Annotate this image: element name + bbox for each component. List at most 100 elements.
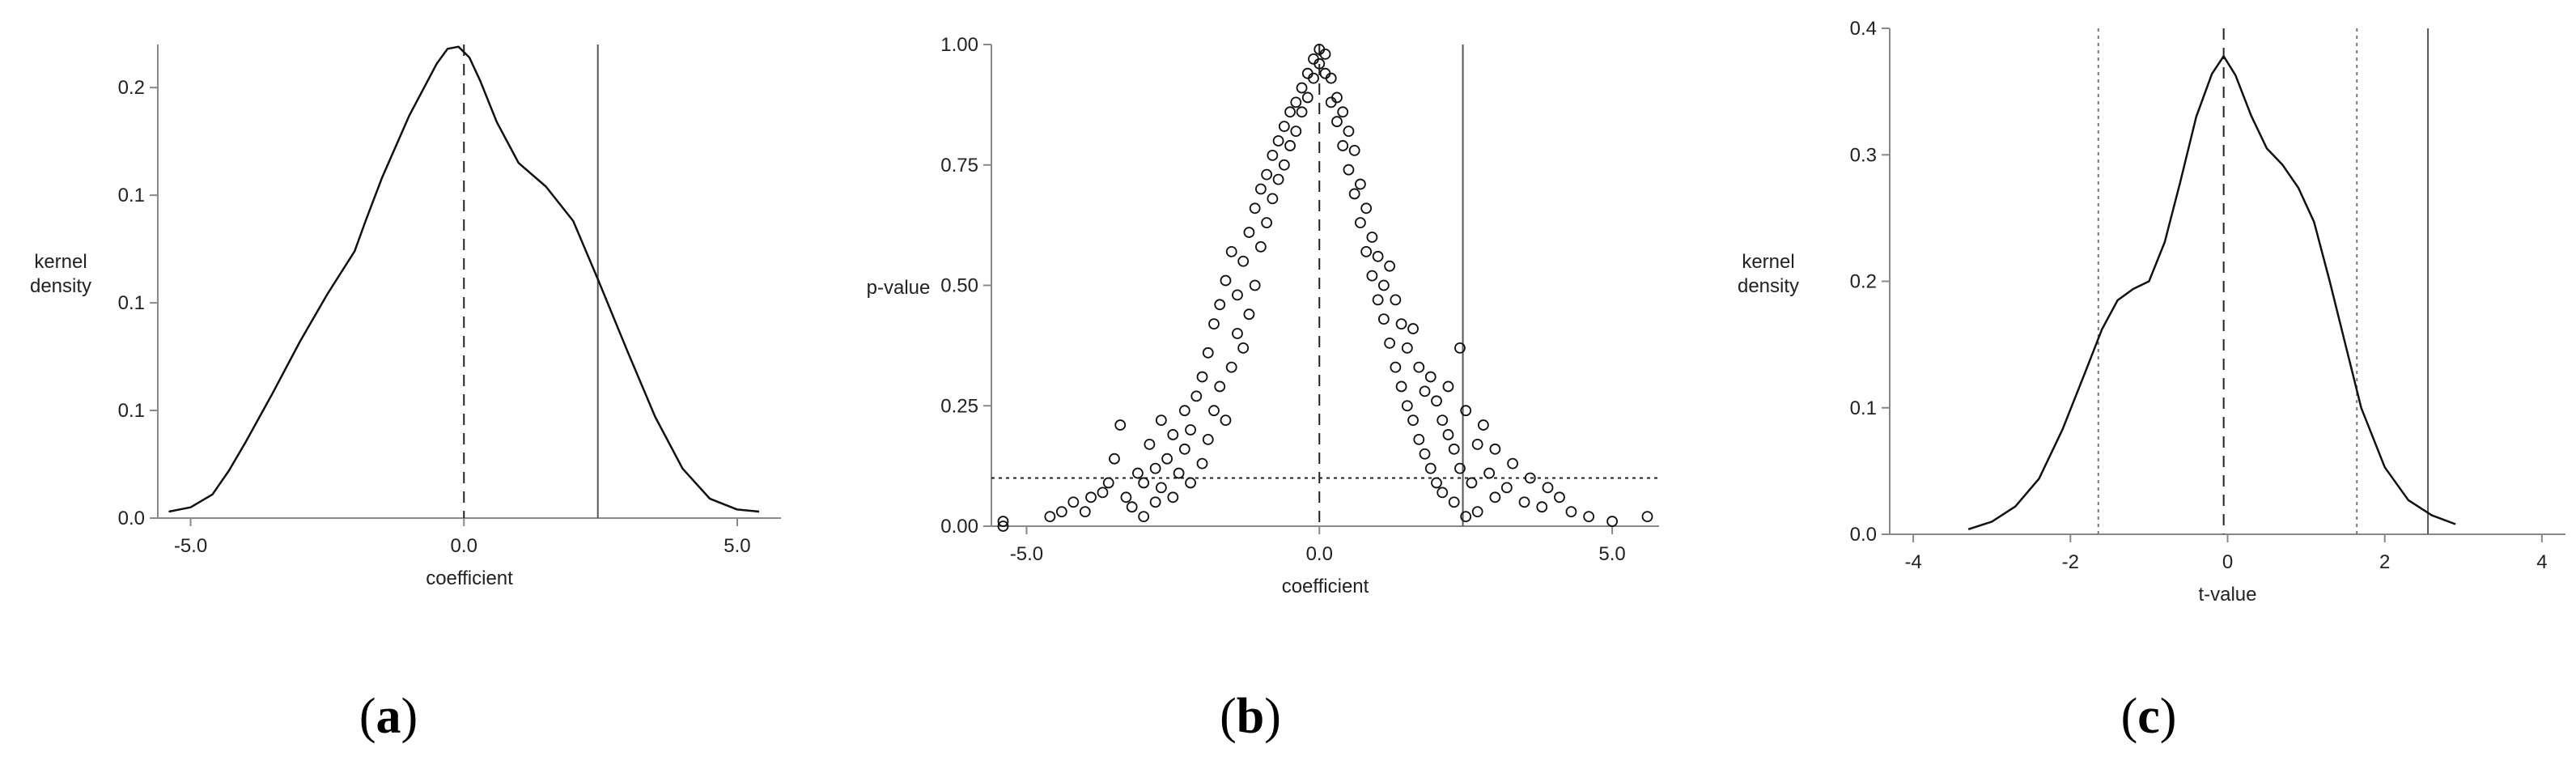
panel-a-y-tick-label: 0.2	[118, 77, 145, 99]
panel-b-scatter-point	[1500, 482, 1513, 494]
panel-a-x-tick-label: -5.0	[174, 535, 207, 557]
panel-c-y-tick-label: 0.4	[1850, 18, 1877, 40]
panel-b-y-axis-title: p-value	[867, 277, 931, 299]
panel-b-y-tick-label: 0.25	[940, 395, 978, 417]
panel-b-scatter-point	[1102, 477, 1114, 489]
panel-b-scatter-point	[1296, 106, 1308, 118]
panel-b-scatter-point	[1413, 361, 1425, 373]
panel-b-scatter-point	[1448, 496, 1460, 508]
panel-b-scatter-point	[1489, 491, 1501, 504]
panel-b-scatter-point	[1149, 496, 1161, 508]
panel-b-label: (b)	[1220, 689, 1281, 744]
panel-b-scatter-point	[1055, 506, 1067, 518]
panel-b-scatter-point	[1448, 443, 1460, 455]
panel-b-scatter-point	[1366, 232, 1378, 243]
panel-b-scatter-point	[1419, 448, 1431, 460]
panel-b-scatter-point	[1454, 342, 1466, 354]
panel-b-scatter-point	[1208, 318, 1220, 330]
panel-b-scatter-point	[1407, 414, 1419, 426]
panel-b-scatter-point	[1079, 506, 1091, 518]
panel-b-scatter-point	[1337, 106, 1349, 118]
panel-b-scatter-point	[1249, 279, 1261, 291]
panel-b-scatter-point	[997, 521, 1009, 532]
panel-b-scatter-point	[1290, 96, 1302, 108]
panel-b-scatter-point	[1237, 342, 1250, 354]
panel-b-scatter-point	[1372, 294, 1384, 306]
panel-b-scatter-point	[1401, 400, 1413, 412]
panel-b-scatter-point	[1178, 443, 1190, 455]
panel-b-scatter-point	[1214, 299, 1226, 311]
panel-a-label: (a)	[359, 689, 418, 744]
panel-b-scatter-point	[1208, 405, 1220, 417]
panel-b-scatter-point	[1518, 496, 1530, 508]
panel-b-scatter-point	[1178, 405, 1190, 417]
panel-c-x-tick-label: 4	[2536, 551, 2547, 573]
panel-b-scatter-point	[1132, 467, 1144, 479]
panel-b-scatter-point	[1138, 477, 1150, 489]
panel-b-scatter-point	[1284, 106, 1296, 118]
panel-b-scatter-point	[1144, 438, 1156, 450]
panel-a-x-tick-label: 0.0	[451, 535, 477, 557]
panel-b-scatter-point	[1390, 294, 1402, 306]
panel-b-scatter-point	[1319, 49, 1331, 60]
panel-b-scatter-point	[1348, 144, 1360, 156]
panel-b-y-tick-label: 0.75	[940, 155, 978, 176]
panel-b-scatter-point	[1477, 419, 1489, 431]
panel-b-scatter-point	[1261, 217, 1273, 229]
panel-b-y-tick-label: 0.50	[940, 275, 978, 297]
panel-b-scatter-point	[1641, 511, 1653, 522]
panel-b-x-tick-label: 0.0	[1306, 543, 1333, 565]
panel-b-scatter-point	[1442, 380, 1454, 393]
panel-b-scatter-point	[1067, 496, 1080, 508]
panel-b-y-tick-label: 0.00	[940, 516, 978, 538]
panel-b-scatter-point	[1296, 82, 1308, 94]
panel-b-scatter-point	[1249, 202, 1261, 215]
panel-a-density-curve	[168, 45, 760, 513]
panel-b-scatter-point	[1254, 183, 1267, 195]
panel-b-scatter-point	[1243, 308, 1255, 321]
panel-b-scatter-point	[1161, 453, 1173, 465]
panel-b-scatter-point	[1395, 318, 1407, 330]
panel-a-y-axis-title: kernel density	[30, 251, 91, 297]
panel-b-scatter-point	[1202, 346, 1214, 359]
panel-b-scatter-point	[1301, 91, 1313, 104]
panel-b-scatter-point	[1278, 159, 1290, 171]
panel-b-scatter-point	[1377, 313, 1390, 325]
panel-c-y-tick-label: 0.0	[1850, 524, 1877, 546]
panel-b-scatter-point	[1554, 491, 1565, 504]
panel-b-scatter-point	[997, 516, 1009, 527]
panel-b-scatter-point	[1149, 462, 1161, 474]
panel-c-x-axis-title: t-value	[2198, 584, 2256, 606]
panel-b-scatter-point	[1290, 125, 1302, 138]
panel-b-scatter-point	[1419, 385, 1431, 397]
panel-b-scatter-point	[1460, 405, 1472, 417]
panel-a-x-axis-title: coefficient	[426, 567, 513, 589]
panel-b-scatter-point	[1167, 429, 1179, 440]
panel-c-density-curve	[1967, 55, 2456, 530]
panel-b-scatter-point	[1325, 72, 1337, 84]
panel-b-scatter-point	[1565, 506, 1577, 518]
panel-b-scatter-point	[1267, 193, 1279, 205]
panel-b-scatter-point	[1471, 438, 1483, 450]
panel-b-scatter-point	[1489, 443, 1501, 455]
panel-b-scatter-point	[1466, 477, 1478, 489]
panel-a-x-tick-label: 5.0	[724, 535, 750, 557]
panel-b-x-tick-label: 5.0	[1598, 543, 1625, 565]
panel-b-scatter-point	[1437, 414, 1449, 426]
panel-c-y-axis-title: kernel density	[1738, 251, 1799, 297]
panel-b-scatter-point	[1190, 390, 1203, 402]
panel-b-scatter-point	[1384, 337, 1396, 349]
panel-b-scatter-point	[1360, 202, 1373, 215]
panel-b-scatter-point	[1442, 429, 1454, 440]
panel-a-y-tick-label: 0.1	[118, 185, 145, 206]
panel-b-scatter-point	[1155, 414, 1167, 426]
panel-b-scatter-point	[1272, 135, 1284, 147]
panel-b-scatter-point	[1343, 125, 1355, 138]
panel-b-scatter-point	[1267, 149, 1279, 161]
panel-b-scatter-point	[1120, 491, 1132, 504]
panel-b-scatter-point	[1202, 434, 1214, 445]
panel-b-scatter-point	[1343, 164, 1355, 176]
panel-c-x-tick-label: -4	[1904, 551, 1921, 573]
panel-b-scatter-point	[1114, 419, 1127, 431]
panel-b-scatter-point	[1483, 467, 1496, 479]
